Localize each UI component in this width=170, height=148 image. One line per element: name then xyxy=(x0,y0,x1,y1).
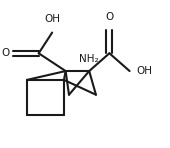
Text: OH: OH xyxy=(136,66,152,76)
Text: O: O xyxy=(2,48,10,58)
Text: OH: OH xyxy=(44,14,60,24)
Text: O: O xyxy=(105,12,114,22)
Text: NH₂: NH₂ xyxy=(79,54,99,64)
